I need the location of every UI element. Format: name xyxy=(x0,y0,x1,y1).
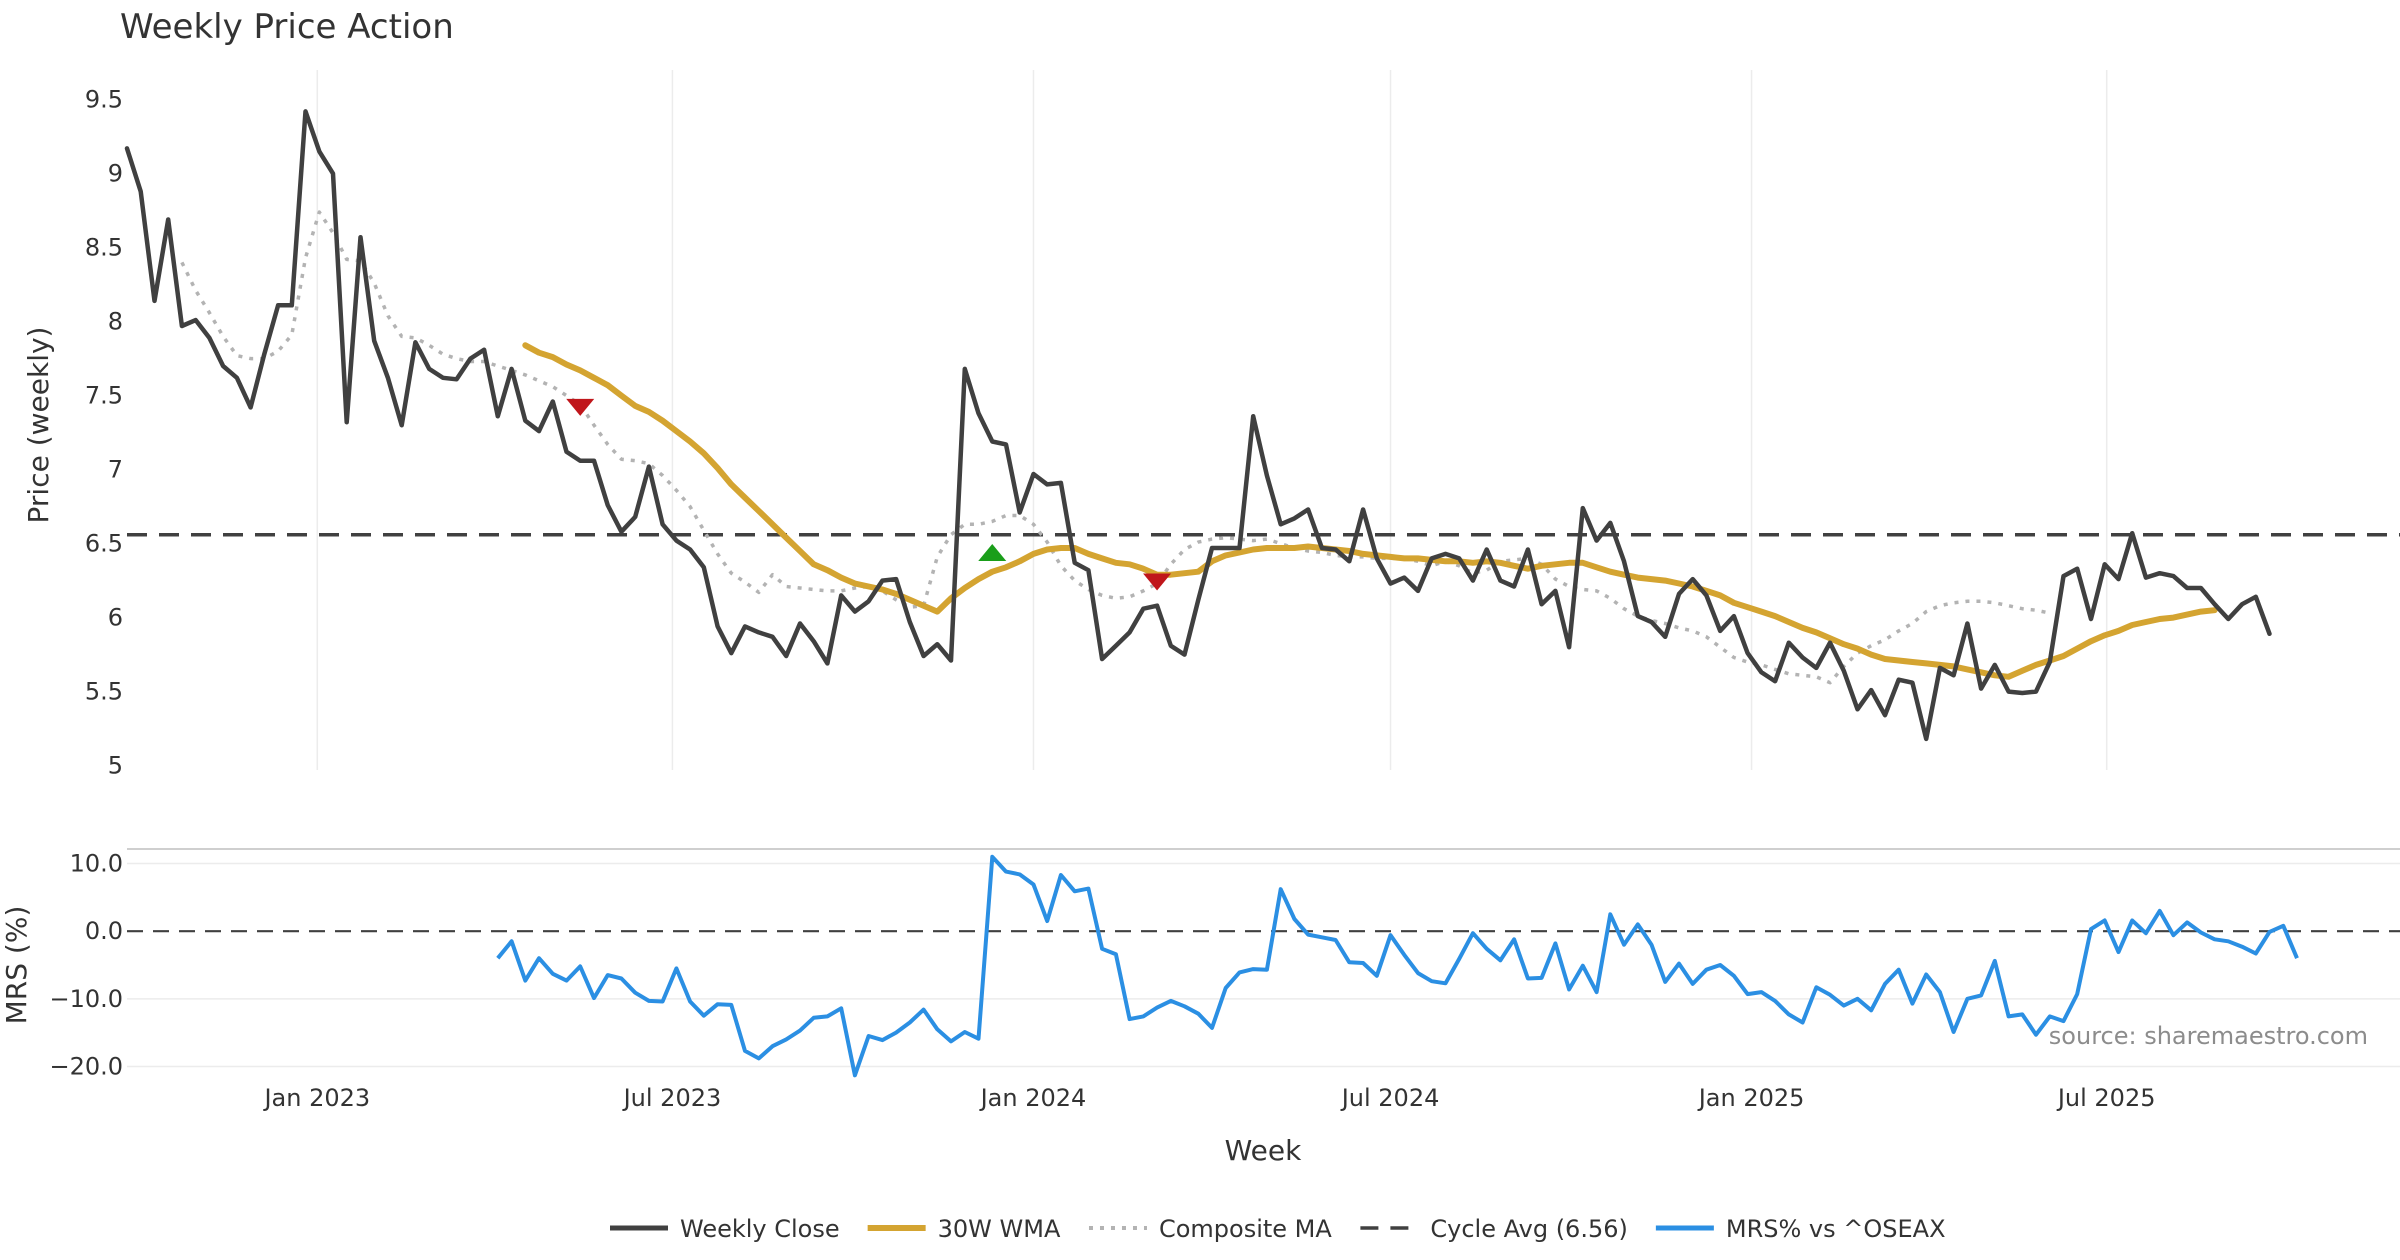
legend-label: Composite MA xyxy=(1159,1215,1332,1243)
source-note: source: sharemaestro.com xyxy=(2049,1022,2368,1050)
mrs-y-tick-label: 10.0 xyxy=(70,850,123,878)
x-tick-label: Jan 2024 xyxy=(979,1084,1087,1112)
mrs-y-ticks: 10.0 0.0 −10.0 −20.0 xyxy=(49,850,123,1081)
legend-label: Weekly Close xyxy=(680,1215,840,1243)
x-axis-ticks: Jan 2023 Jul 2023 Jan 2024 Jul 2024 Jan 2025… xyxy=(262,1084,2155,1112)
price-y-tick-label: 5 xyxy=(108,752,123,780)
series-weekly-close xyxy=(124,109,2272,742)
price-gridlines xyxy=(316,70,2108,770)
x-tick-label: Jul 2024 xyxy=(1340,1084,1440,1112)
legend-label: MRS% vs ^OSEAX xyxy=(1726,1215,1946,1243)
price-series-group xyxy=(124,109,2272,742)
sell-signal-marker xyxy=(1143,573,1172,591)
price-y-tick-label: 7.5 xyxy=(85,382,123,410)
legend-label: 30W WMA xyxy=(938,1215,1061,1243)
price-y-tick-label: 7 xyxy=(108,456,123,484)
price-y-ticks: 9.5 9 8.5 8 7.5 7 6.5 6 5.5 5 xyxy=(85,86,123,780)
series-composite-ma xyxy=(180,210,2051,685)
mrs-series-group xyxy=(496,854,2299,1078)
legend-item: MRS% vs ^OSEAX xyxy=(1655,1215,1946,1243)
mrs-y-tick-label: −20.0 xyxy=(49,1052,123,1080)
price-y-tick-label: 5.5 xyxy=(85,678,123,706)
legend-item: Weekly Close xyxy=(610,1215,840,1243)
signal-markers xyxy=(566,398,1172,591)
legend-item: 30W WMA xyxy=(867,1215,1061,1243)
price-y-tick-label: 6 xyxy=(108,604,123,632)
series-30w-wma xyxy=(522,342,2218,680)
mrs-y-tick-label: −10.0 xyxy=(49,985,123,1013)
price-y-axis-label: Price (weekly) xyxy=(22,327,55,524)
mrs-y-axis-label: MRS (%) xyxy=(0,906,33,1025)
price-y-tick-label: 8.5 xyxy=(85,234,123,262)
x-tick-label: Jan 2025 xyxy=(1697,1084,1805,1112)
chart-title: Weekly Price Action xyxy=(120,7,454,47)
mrs-y-tick-label: 0.0 xyxy=(85,917,123,945)
mrs-gridlines xyxy=(127,862,2400,1068)
legend-item: Cycle Avg (6.56) xyxy=(1360,1215,1628,1243)
x-tick-label: Jan 2023 xyxy=(262,1084,370,1112)
x-axis-label: Week xyxy=(1225,1134,1302,1167)
buy-signal-marker xyxy=(978,543,1007,561)
x-tick-label: Jul 2023 xyxy=(622,1084,722,1112)
legend: Weekly Close 30W WMA Composite MA Cycle Avg… xyxy=(610,1215,1946,1243)
series-mrs-vs-oseax xyxy=(496,854,2299,1078)
price-y-tick-label: 9.5 xyxy=(85,86,123,114)
legend-item: Composite MA xyxy=(1088,1215,1332,1243)
x-tick-label: Jul 2025 xyxy=(2056,1084,2156,1112)
price-y-tick-label: 6.5 xyxy=(85,530,123,558)
price-y-tick-label: 9 xyxy=(108,160,123,188)
price-y-tick-label: 8 xyxy=(108,308,123,336)
sell-signal-marker xyxy=(566,398,595,416)
legend-label: Cycle Avg (6.56) xyxy=(1430,1215,1627,1243)
